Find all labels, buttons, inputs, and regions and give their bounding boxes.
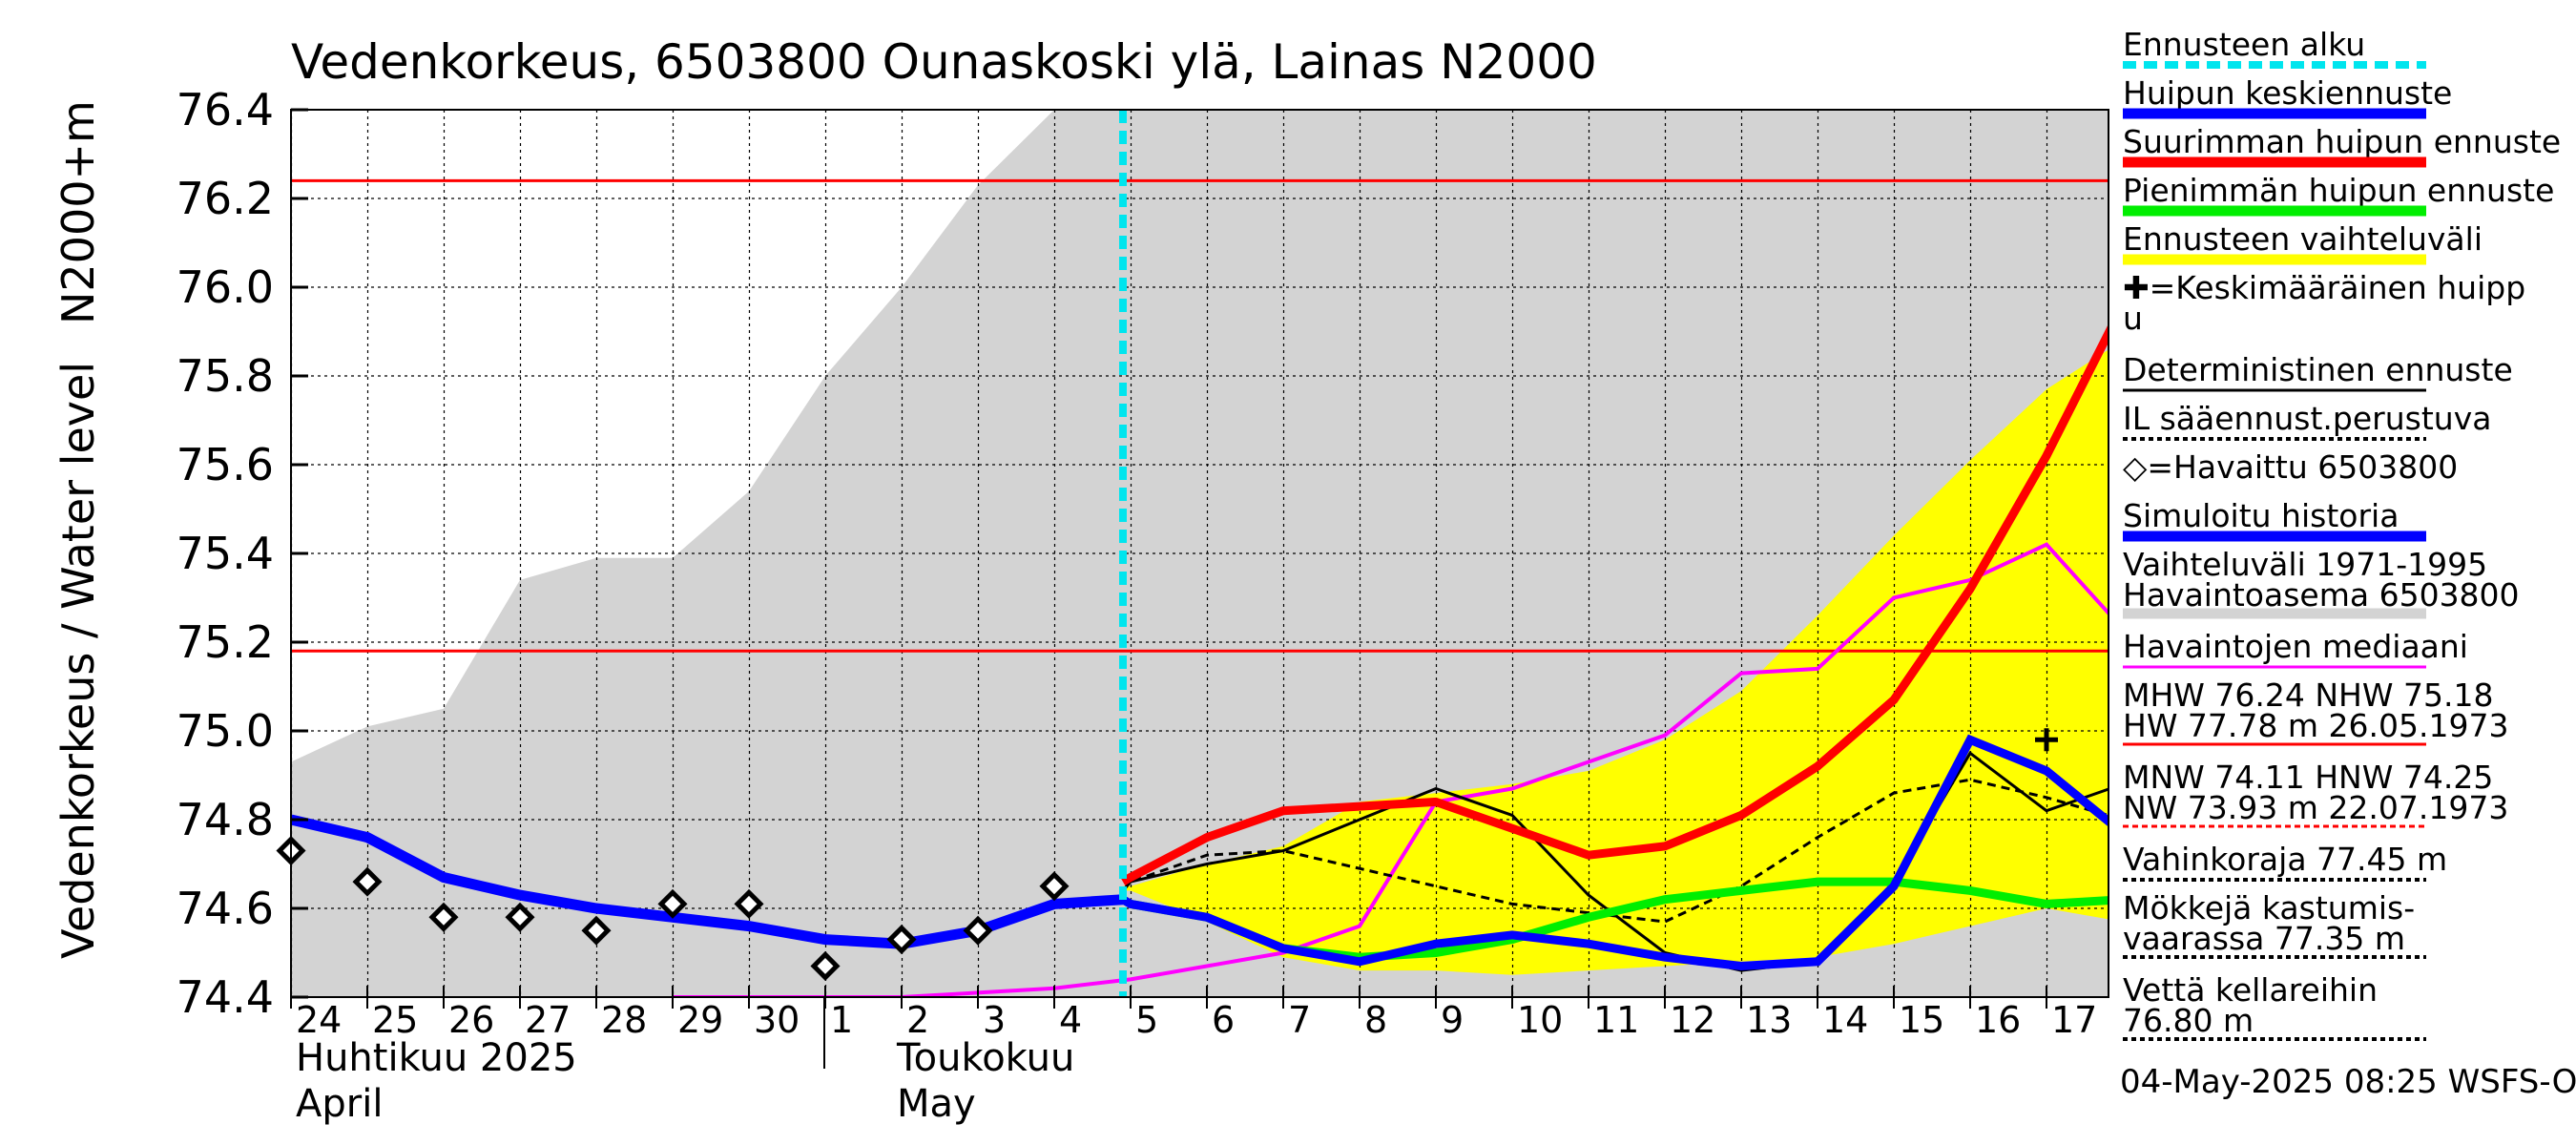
x-tick-label: 1 xyxy=(830,999,853,1041)
observed-point xyxy=(963,915,993,946)
x-tick-label: 30 xyxy=(754,999,800,1041)
y-axis-unit-label: N2000+m xyxy=(52,100,104,324)
x-tick-label: 4 xyxy=(1059,999,1082,1041)
legend-label: Vaihteluväli 1971-1995 xyxy=(2123,546,2487,583)
chart-title: Vedenkorkeus, 6503800 Ounaskoski ylä, La… xyxy=(291,34,1597,90)
y-tick-label: 74.6 xyxy=(177,883,274,934)
x-tick-label: 29 xyxy=(677,999,723,1041)
y-tick-label: 74.8 xyxy=(177,794,274,845)
y-tick-label: 75.8 xyxy=(177,350,274,402)
x-tick-label: 10 xyxy=(1517,999,1563,1041)
y-tick-label: 75.2 xyxy=(177,616,274,668)
observed-point xyxy=(428,902,459,932)
x-tick-label: 25 xyxy=(372,999,418,1041)
x-tick-label: 9 xyxy=(1441,999,1464,1041)
observed-point xyxy=(886,925,917,955)
month-label-april-fi: Huhtikuu 2025 xyxy=(296,1036,577,1080)
x-tick-label: 5 xyxy=(1135,999,1158,1041)
month-label-may-en: May xyxy=(897,1082,976,1126)
mean-peak-marker xyxy=(2035,728,2058,752)
x-tick-label: 15 xyxy=(1899,999,1944,1041)
deterministic-forecast-line xyxy=(1121,751,2109,972)
x-tick-label: 7 xyxy=(1288,999,1311,1041)
legend-label: Deterministinen ennuste xyxy=(2123,351,2513,388)
legend-label: Ennusteen vaihteluväli xyxy=(2123,220,2483,258)
legend-label: Pienimmän huipun ennuste xyxy=(2123,172,2554,209)
legend-label: Mökkejä kastumis- xyxy=(2123,889,2415,926)
x-tick-label: 26 xyxy=(448,999,494,1041)
observed-point xyxy=(1039,871,1070,902)
x-tick-label: 3 xyxy=(983,999,1006,1041)
x-tick-label: 16 xyxy=(1975,999,2021,1041)
y-tick-label: 76.4 xyxy=(177,84,274,135)
observed-point xyxy=(505,902,535,932)
legend-label-2: vaarassa 77.35 m xyxy=(2123,920,2405,957)
y-tick-label: 75.4 xyxy=(177,528,274,579)
observed-point xyxy=(734,888,764,919)
legend-label-2: HW 77.78 m 26.05.1973 xyxy=(2123,707,2508,744)
legend-label: Suurimman huipun ennuste xyxy=(2123,123,2561,160)
legend-label: Vahinkoraja 77.45 m xyxy=(2123,841,2447,878)
simulated-history-line xyxy=(291,814,1124,949)
observed-point xyxy=(352,866,383,897)
legend-label: Simuloitu historia xyxy=(2123,497,2399,534)
observed-median-line xyxy=(673,542,2109,997)
month-label-may-fi: Toukokuu xyxy=(896,1036,1074,1080)
observed-point xyxy=(581,915,612,946)
legend-label: Ennusteen alku xyxy=(2123,26,2365,63)
x-tick-label: 28 xyxy=(601,999,647,1041)
x-tick-label: 27 xyxy=(525,999,571,1041)
y-tick-label: 76.2 xyxy=(177,173,274,224)
legend-label-2: Havaintoasema 6503800 xyxy=(2123,576,2520,614)
x-tick-label: 6 xyxy=(1212,999,1235,1041)
y-axis-label: Vedenkorkeus / Water level xyxy=(52,362,104,959)
legend-label: MNW 74.11 HNW 74.25 xyxy=(2123,759,2493,796)
forecast-range-area xyxy=(1123,349,2109,975)
legend-label: IL sääennust.perustuva xyxy=(2123,400,2491,437)
legend-label-2: NW 73.93 m 22.07.1973 xyxy=(2123,789,2508,826)
legend-label: ◇=Havaittu 6503800 xyxy=(2123,448,2458,486)
legend-label: Havaintojen mediaani xyxy=(2123,628,2468,665)
month-label-april-en: April xyxy=(296,1082,383,1126)
legend-label-2: 76.80 m xyxy=(2123,1002,2254,1039)
legend-label-2: u xyxy=(2123,300,2143,337)
x-tick-label: 14 xyxy=(1822,999,1868,1041)
legend-label: Huipun keskiennuste xyxy=(2123,74,2452,112)
legend-label: ✚=Keskimääräinen huipp xyxy=(2123,269,2525,306)
footer-timestamp: 04-May-2025 08:25 WSFS-O xyxy=(2120,1063,2576,1101)
legend-label: Vettä kellareihin xyxy=(2123,971,2378,1009)
x-tick-label: 12 xyxy=(1670,999,1715,1041)
y-tick-label: 74.4 xyxy=(177,971,274,1023)
mean-peak-forecast-line xyxy=(1120,734,2109,971)
il-weather-forecast-line xyxy=(1121,778,2109,924)
y-tick-label: 76.0 xyxy=(177,261,274,313)
x-tick-label: 17 xyxy=(2051,999,2097,1041)
observed-point xyxy=(657,888,688,919)
x-tick-label: 11 xyxy=(1593,999,1639,1041)
x-tick-label: 13 xyxy=(1746,999,1792,1041)
x-tick-label: 8 xyxy=(1364,999,1387,1041)
legend-label: MHW 76.24 NHW 75.18 xyxy=(2123,677,2493,714)
y-tick-label: 75.6 xyxy=(177,439,274,490)
x-tick-label: 24 xyxy=(296,999,342,1041)
legend: Ennusteen alku Huipun keskiennuste Suurimm… xyxy=(2123,26,2561,1041)
observed-point xyxy=(810,950,841,981)
y-tick-label: 75.0 xyxy=(177,705,274,757)
x-tick-label: 2 xyxy=(906,999,929,1041)
max-peak-forecast-line xyxy=(1120,323,2109,886)
